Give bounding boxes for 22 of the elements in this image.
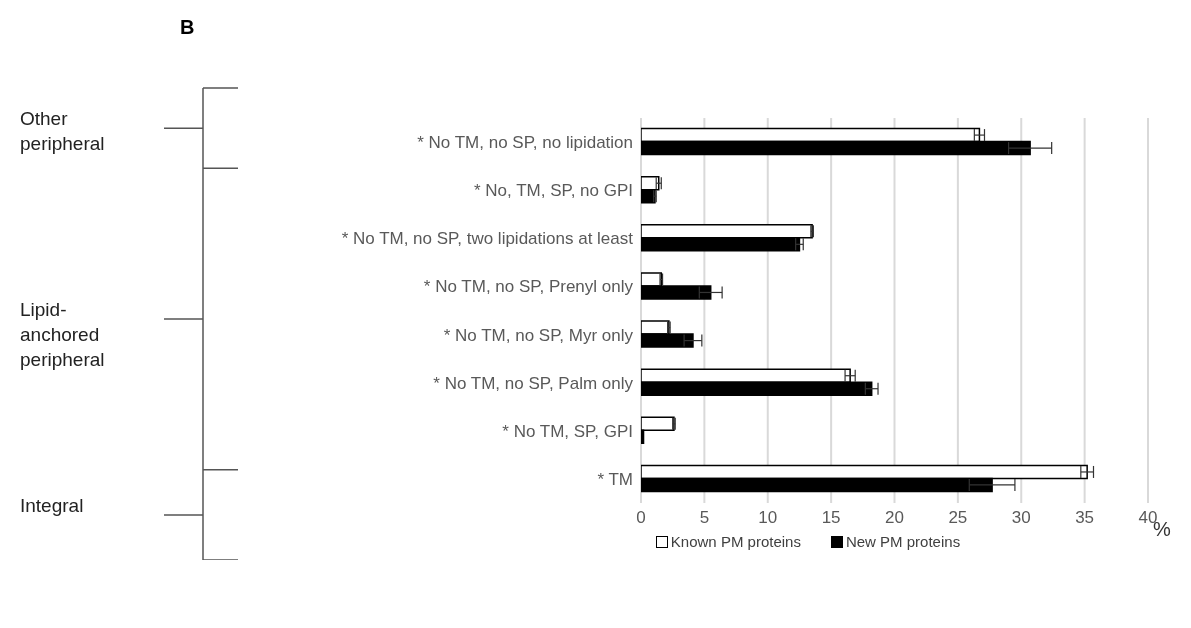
y-tick-label: * No TM, no SP, two lipidations at least: [341, 229, 634, 249]
y-tick-label: * No TM, no SP, Myr only: [443, 325, 634, 345]
x-tick-label: 15: [821, 508, 841, 528]
x-tick-label: 0: [636, 508, 646, 528]
text: Other peripheral: [20, 107, 106, 157]
legend-label: New PM proteins: [844, 533, 961, 550]
y-tick-label: * No TM, no SP, Prenyl only: [423, 277, 634, 297]
y-tick-label: * No TM, SP, GPI: [502, 421, 633, 441]
x-tick-label: 5: [699, 508, 710, 528]
y-tick-label: * No, TM, SP, no GPI: [473, 181, 633, 201]
y-tick-label: * No TM, no SP, Palm only: [433, 373, 634, 393]
text: Lipid-anchored peripheral: [20, 298, 106, 372]
y-tick-label: * No TM, no SP, no lipidation: [417, 133, 633, 153]
x-tick-label: 30: [1011, 508, 1031, 528]
x-tick-label: 35: [1075, 508, 1095, 528]
x-tick-label: 10: [758, 508, 778, 528]
x-tick-label: 25: [948, 508, 968, 528]
text: B: [180, 16, 195, 39]
text: Integral: [20, 493, 85, 518]
legend-label: Known PM proteins: [669, 533, 801, 550]
y-tick-label: * TM: [597, 469, 633, 489]
x-tick-label: 20: [885, 508, 904, 528]
